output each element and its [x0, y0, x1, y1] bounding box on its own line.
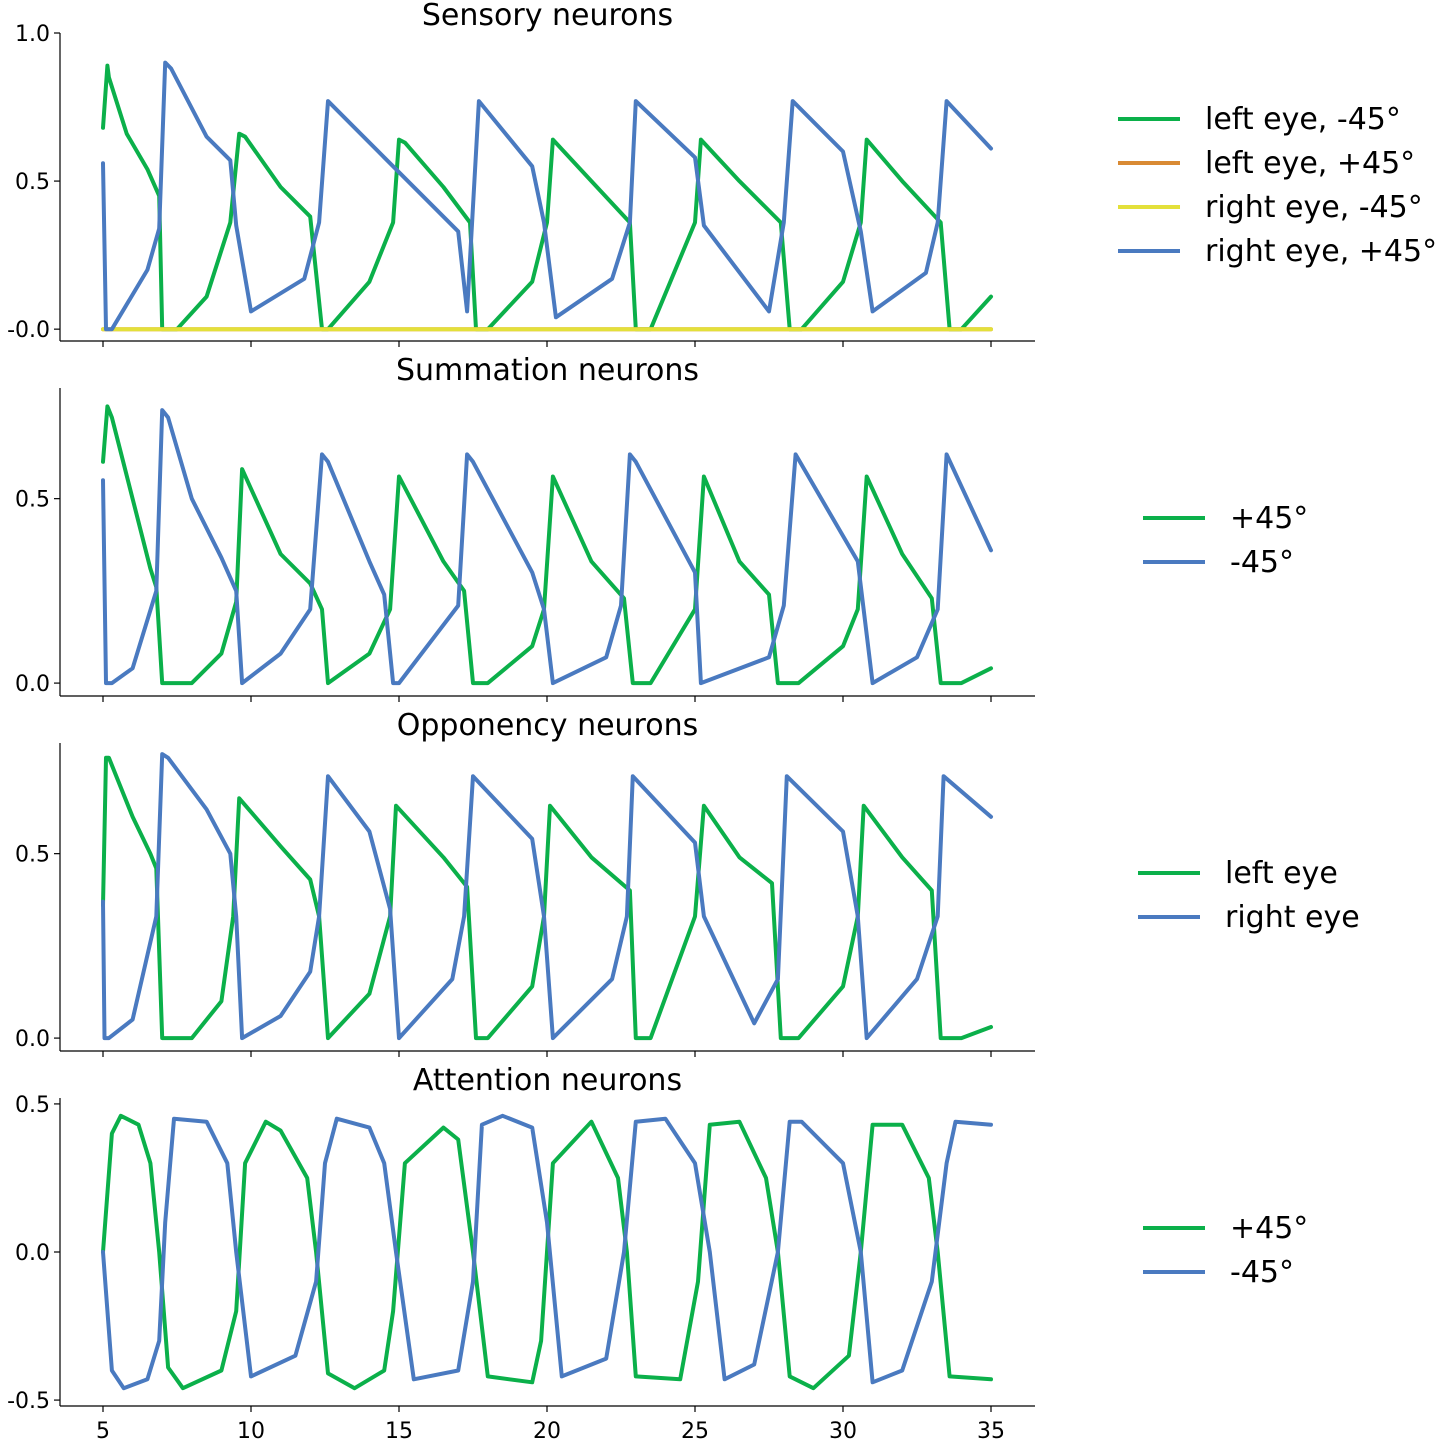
y-tick-label: 1.0: [15, 22, 50, 47]
legend: +45° -45°: [1143, 501, 1308, 580]
series-line-left-eye: [101, 755, 993, 1041]
panel-attention-neurons: Attention neurons 0.5 0.0 -0.5 5 10 15 20 25 30 35…: [7, 1063, 1308, 1440]
chart-title: Opponency neurons: [397, 708, 698, 743]
legend-label: +45°: [1230, 501, 1308, 536]
legend: left eye, -45° left eye, +45° right eye, -…: [1118, 102, 1437, 269]
y-tick-label: 0.0: [15, 1241, 50, 1266]
chart-title: Attention neurons: [413, 1063, 682, 1098]
legend-label: left eye, -45°: [1205, 102, 1401, 137]
y-tick-label: 0.0: [15, 1027, 50, 1052]
series-line-45: [101, 1113, 993, 1391]
series-line-45: [101, 408, 993, 686]
x-tick-label: 5: [96, 1419, 110, 1440]
y-tick-label: -0.5: [7, 1389, 50, 1414]
x-tick-label: 10: [237, 1419, 265, 1440]
y-tick-label: 0.5: [15, 1093, 50, 1118]
legend-label: left eye, +45°: [1205, 146, 1415, 181]
panel-summation-neurons: Summation neurons 0.5 0.0 +45° -45°: [15, 353, 1308, 702]
series-line-45: [101, 404, 993, 686]
x-tick-label: 25: [681, 1419, 709, 1440]
legend-label: right eye: [1225, 900, 1360, 935]
y-tick-label: 0.5: [15, 170, 50, 195]
legend-label: right eye, +45°: [1205, 234, 1437, 269]
x-tick-label: 30: [829, 1419, 857, 1440]
panel-opponency-neurons: Opponency neurons 0.5 0.0 left eye right eye: [15, 708, 1360, 1057]
y-tick-label: 0.5: [15, 843, 50, 868]
series-line-right-eye-45: [101, 60, 993, 332]
legend-label: +45°: [1230, 1211, 1308, 1246]
legend: +45° -45°: [1143, 1211, 1308, 1290]
chart-title: Summation neurons: [396, 353, 699, 388]
legend-label: left eye: [1225, 856, 1338, 891]
legend-label: -45°: [1230, 545, 1294, 580]
series-line-left-eye-45: [101, 63, 993, 332]
legend-label: -45°: [1230, 1255, 1294, 1290]
y-tick-label: 0.0: [15, 672, 50, 697]
x-tick-label: 20: [533, 1419, 561, 1440]
y-tick-label: -0.0: [7, 318, 50, 343]
x-tick-label: 15: [385, 1419, 413, 1440]
chart-title: Sensory neurons: [422, 0, 673, 33]
legend: left eye right eye: [1138, 856, 1360, 935]
series-line-right-eye: [101, 752, 993, 1041]
series-line-45: [101, 1113, 993, 1391]
y-tick-label: 0.5: [15, 488, 50, 513]
legend-label: right eye, -45°: [1205, 190, 1423, 225]
x-tick-label: 35: [977, 1419, 1005, 1440]
